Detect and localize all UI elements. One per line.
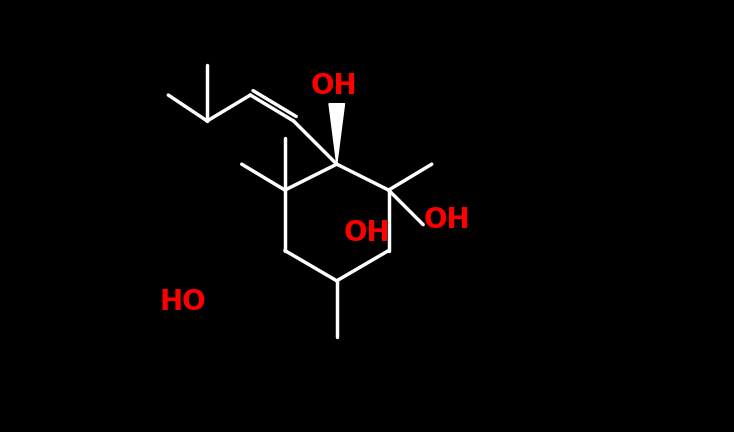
Text: OH: OH	[310, 73, 357, 100]
Text: OH: OH	[344, 219, 390, 247]
Text: HO: HO	[159, 289, 206, 316]
Polygon shape	[329, 104, 344, 164]
Text: OH: OH	[424, 206, 470, 234]
